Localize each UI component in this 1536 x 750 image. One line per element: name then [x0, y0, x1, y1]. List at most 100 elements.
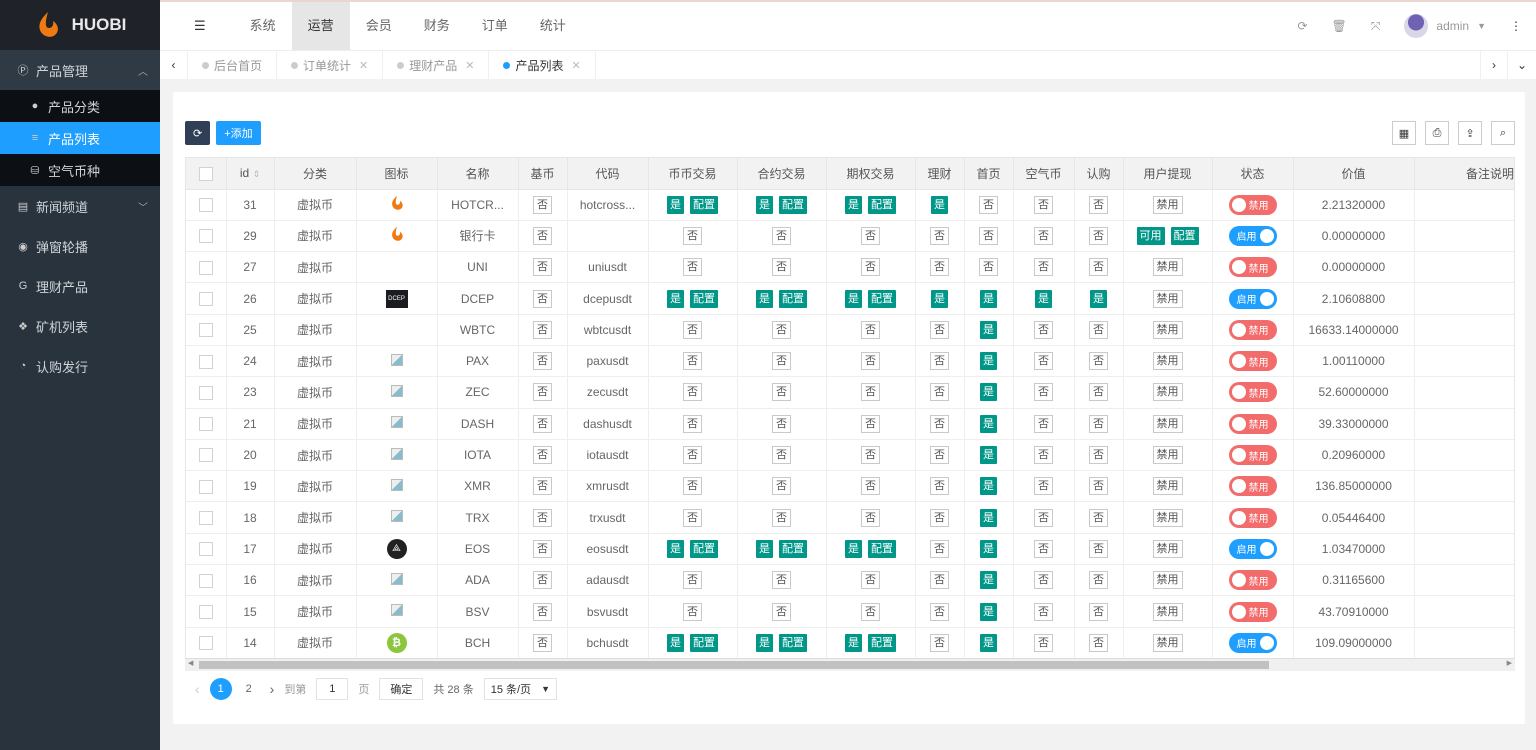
base-badge[interactable]: 否 — [533, 320, 552, 339]
sidebar-item-1[interactable]: ▤ 新闻频道 ﹀ — [0, 186, 160, 226]
yes-badge[interactable]: 是 — [980, 571, 997, 590]
config-button[interactable]: 配置 — [779, 633, 807, 652]
status-toggle[interactable]: 禁用 — [1228, 257, 1277, 278]
yes-badge[interactable]: 是 — [980, 320, 997, 339]
base-badge[interactable]: 否 — [533, 352, 552, 371]
fullscreen-icon[interactable]: ⤧ — [1370, 18, 1381, 33]
no-badge[interactable]: 否 — [1034, 226, 1053, 245]
yes-badge[interactable]: 是 — [980, 633, 997, 652]
yes-badge[interactable]: 是 — [980, 602, 997, 621]
no-badge[interactable]: 否 — [772, 383, 791, 402]
withdraw-disabled-badge[interactable]: 禁用 — [1152, 195, 1183, 214]
withdraw-disabled-badge[interactable]: 禁用 — [1152, 571, 1183, 590]
config-button[interactable]: 配置 — [1170, 226, 1199, 245]
page-size-select[interactable]: 15 条/页 ▼ — [483, 678, 557, 700]
page-tab[interactable]: 产品列表 ✕ — [489, 50, 596, 80]
yes-badge[interactable]: 是 — [1090, 289, 1107, 308]
base-badge[interactable]: 否 — [533, 195, 552, 214]
row-checkbox[interactable] — [198, 385, 213, 400]
no-badge[interactable]: 否 — [1034, 258, 1053, 277]
row-checkbox[interactable] — [198, 229, 213, 244]
status-toggle[interactable]: 禁用 — [1228, 507, 1277, 528]
no-badge[interactable]: 否 — [930, 477, 949, 496]
top-menu-item[interactable]: 订单 — [481, 18, 508, 33]
no-badge[interactable]: 否 — [772, 602, 791, 621]
no-badge[interactable]: 否 — [930, 446, 949, 465]
row-checkbox[interactable] — [198, 542, 213, 557]
config-button[interactable]: 配置 — [868, 195, 896, 214]
no-badge[interactable]: 否 — [1089, 508, 1108, 527]
yes-badge[interactable]: 是 — [1035, 289, 1052, 308]
no-badge[interactable]: 否 — [979, 195, 998, 214]
yes-badge[interactable]: 是 — [980, 508, 997, 527]
row-checkbox[interactable] — [198, 260, 213, 275]
no-badge[interactable]: 否 — [683, 508, 702, 527]
no-badge[interactable]: 否 — [861, 352, 880, 371]
no-badge[interactable]: 否 — [1034, 320, 1053, 339]
yes-badge[interactable]: 是 — [667, 289, 684, 308]
base-badge[interactable]: 否 — [533, 446, 552, 465]
no-badge[interactable]: 否 — [1034, 414, 1053, 433]
top-menu-item[interactable]: 统计 — [539, 18, 566, 33]
no-badge[interactable]: 否 — [772, 508, 791, 527]
row-checkbox[interactable] — [198, 198, 213, 213]
yes-badge[interactable]: 是 — [980, 477, 997, 496]
yes-badge[interactable]: 是 — [980, 289, 997, 308]
no-badge[interactable]: 否 — [861, 383, 880, 402]
row-checkbox[interactable] — [198, 604, 213, 619]
no-badge[interactable]: 否 — [861, 320, 880, 339]
no-badge[interactable]: 否 — [1089, 477, 1108, 496]
no-badge[interactable]: 否 — [861, 414, 880, 433]
yes-badge[interactable]: 是 — [756, 195, 773, 214]
row-checkbox[interactable] — [198, 636, 213, 651]
base-badge[interactable]: 否 — [533, 226, 552, 245]
no-badge[interactable]: 否 — [772, 571, 791, 590]
withdraw-disabled-badge[interactable]: 禁用 — [1152, 414, 1183, 433]
yes-badge[interactable]: 是 — [980, 414, 997, 433]
no-badge[interactable]: 否 — [930, 571, 949, 590]
tabs-next-button[interactable]: › — [1480, 50, 1508, 80]
no-badge[interactable]: 否 — [861, 508, 880, 527]
config-button[interactable]: 配置 — [868, 633, 896, 652]
yes-badge[interactable]: 是 — [980, 383, 997, 402]
withdraw-disabled-badge[interactable]: 禁用 — [1152, 258, 1183, 277]
no-badge[interactable]: 否 — [772, 477, 791, 496]
sidebar-item-2[interactable]: ◉ 弹窗轮播 — [0, 226, 160, 266]
yes-badge[interactable]: 是 — [845, 539, 862, 558]
refresh-button[interactable]: ⟳ — [185, 121, 211, 145]
row-checkbox[interactable] — [198, 448, 213, 463]
yes-badge[interactable]: 是 — [845, 633, 862, 652]
row-checkbox[interactable] — [198, 573, 213, 588]
no-badge[interactable]: 否 — [861, 446, 880, 465]
export-button[interactable]: ⇪ — [1458, 121, 1482, 145]
config-button[interactable]: 配置 — [779, 195, 807, 214]
withdraw-disabled-badge[interactable]: 禁用 — [1152, 633, 1183, 652]
page-button[interactable]: 2 — [245, 683, 252, 695]
no-badge[interactable]: 否 — [1089, 226, 1108, 245]
status-toggle[interactable]: 启用 — [1228, 288, 1277, 309]
logo[interactable]: HUOBI — [0, 0, 160, 50]
yes-badge[interactable]: 是 — [667, 539, 684, 558]
no-badge[interactable]: 否 — [1034, 508, 1053, 527]
no-badge[interactable]: 否 — [772, 352, 791, 371]
no-badge[interactable]: 否 — [683, 446, 702, 465]
withdraw-disabled-badge[interactable]: 禁用 — [1152, 508, 1183, 527]
status-toggle[interactable]: 启用 — [1228, 632, 1277, 653]
config-button[interactable]: 配置 — [690, 539, 718, 558]
no-badge[interactable]: 否 — [930, 508, 949, 527]
no-badge[interactable]: 否 — [1089, 195, 1108, 214]
yes-badge[interactable]: 是 — [756, 633, 773, 652]
user-menu[interactable]: admin ▼ — [1404, 14, 1486, 38]
yes-badge[interactable]: 是 — [756, 539, 773, 558]
no-badge[interactable]: 否 — [1089, 446, 1108, 465]
close-icon[interactable]: ✕ — [571, 59, 581, 72]
config-button[interactable]: 配置 — [868, 539, 896, 558]
no-badge[interactable]: 否 — [1089, 320, 1108, 339]
no-badge[interactable]: 否 — [1034, 195, 1053, 214]
no-badge[interactable]: 否 — [1034, 571, 1053, 590]
top-menu-item[interactable]: 运营 — [291, 2, 350, 50]
status-toggle[interactable]: 禁用 — [1228, 382, 1277, 403]
withdraw-disabled-badge[interactable]: 禁用 — [1152, 477, 1183, 496]
no-badge[interactable]: 否 — [979, 258, 998, 277]
no-badge[interactable]: 否 — [979, 226, 998, 245]
